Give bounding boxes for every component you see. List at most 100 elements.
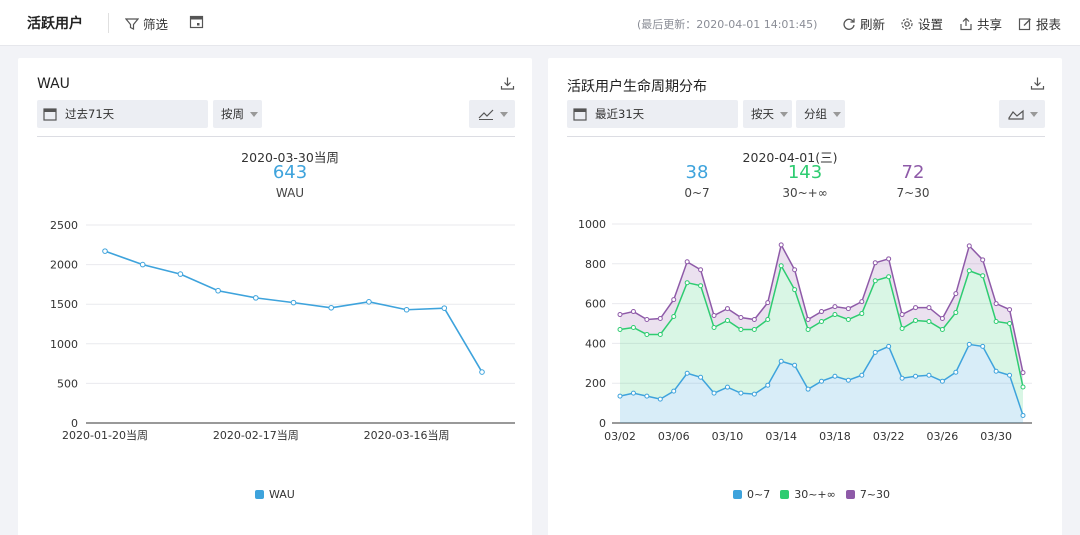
legend-item-wau[interactable]: WAU xyxy=(255,488,295,501)
line-chart-icon xyxy=(478,109,494,120)
legend-label: 0~7 xyxy=(747,488,771,501)
data-point xyxy=(671,314,677,320)
chevron-down-icon xyxy=(833,111,841,117)
data-point xyxy=(926,372,932,378)
data-point xyxy=(724,318,730,324)
legend-swatch xyxy=(780,490,790,499)
refresh-label: 刷新 xyxy=(860,17,886,32)
filter-icon xyxy=(125,17,139,30)
group-label: 分组 xyxy=(804,107,827,121)
data-point xyxy=(899,375,905,381)
legend-swatch xyxy=(733,490,742,499)
data-point xyxy=(617,326,623,332)
download-icon[interactable] xyxy=(500,76,515,91)
filter-label: 筛选 xyxy=(143,17,169,32)
data-point xyxy=(872,260,878,266)
data-point xyxy=(751,317,757,323)
data-point xyxy=(751,326,757,332)
data-point xyxy=(657,396,663,402)
series-area-2 xyxy=(620,244,1023,387)
data-point xyxy=(215,287,221,294)
wau-card: WAU 过去71天 按周 2020-03-30当周 643 WAU 2500 20… xyxy=(18,58,532,535)
x-tick-label: 2020-01-20当周 xyxy=(62,428,148,442)
x-tick-label: 03/14 xyxy=(765,430,797,443)
date-range-picker[interactable]: 过去71天 xyxy=(37,100,208,128)
data-point xyxy=(966,341,972,347)
chart-type-select[interactable] xyxy=(999,100,1045,128)
data-point xyxy=(805,386,811,392)
data-point xyxy=(913,373,919,379)
chevron-down-icon xyxy=(250,111,258,117)
data-point xyxy=(657,316,663,322)
edit-report-icon xyxy=(1018,17,1031,30)
data-point xyxy=(1007,307,1013,313)
data-point xyxy=(290,299,297,306)
refresh-button[interactable]: 刷新 xyxy=(842,14,885,33)
legend-label: 7~30 xyxy=(859,488,891,501)
card-divider xyxy=(37,136,515,137)
highlight-label-0-7: 0~7 xyxy=(684,186,710,200)
x-tick-label: 03/02 xyxy=(604,430,636,443)
data-point xyxy=(671,297,677,303)
top-bar: 活跃用户 筛选 (最后更新：2020-04-01 14:01:45) 刷新 设置… xyxy=(0,0,1080,46)
legend-item-7-30[interactable]: 7~30 xyxy=(845,488,891,501)
granularity-label: 按天 xyxy=(751,107,774,121)
y-tick-label: 600 xyxy=(585,298,606,311)
legend-label: 30~+∞ xyxy=(794,488,836,501)
x-tick-label: 2020-03-16当周 xyxy=(364,428,450,442)
data-point xyxy=(738,390,744,396)
lifecycle-card: 活跃用户生命周期分布 最近31天 按天 分组 2020-04-01(三) 38 … xyxy=(548,58,1062,535)
legend-swatch xyxy=(845,490,855,499)
filter-button[interactable]: 筛选 xyxy=(125,14,168,33)
settings-label: 设置 xyxy=(918,17,944,32)
data-point xyxy=(832,304,838,310)
settings-button[interactable]: 设置 xyxy=(900,14,943,33)
data-point xyxy=(859,299,865,305)
data-point xyxy=(886,343,892,349)
data-point xyxy=(886,274,892,280)
granularity-select[interactable]: 按天 xyxy=(743,100,792,128)
share-label: 共享 xyxy=(977,17,1003,32)
legend-item-0-7[interactable]: 0~7 xyxy=(733,488,770,501)
download-icon[interactable] xyxy=(1030,76,1045,91)
area-chart-icon xyxy=(1008,109,1024,120)
data-point xyxy=(805,326,811,332)
data-point xyxy=(926,305,932,311)
date-range-picker[interactable]: 最近31天 xyxy=(567,100,738,128)
data-point xyxy=(684,259,690,265)
data-point xyxy=(738,326,744,332)
data-point xyxy=(832,312,838,318)
y-tick-label: 0 xyxy=(599,417,606,430)
data-point xyxy=(684,370,690,376)
data-point xyxy=(139,261,146,268)
data-point xyxy=(993,301,999,307)
calendar-button[interactable] xyxy=(189,14,204,29)
data-point xyxy=(792,362,798,368)
data-point xyxy=(630,390,636,396)
y-tick-label: 200 xyxy=(585,377,606,390)
granularity-select[interactable]: 按周 xyxy=(213,100,262,128)
data-point xyxy=(819,378,824,384)
data-point xyxy=(886,256,892,262)
card-divider xyxy=(567,136,1045,137)
data-point xyxy=(630,309,636,315)
chevron-down-icon xyxy=(500,111,508,117)
data-point xyxy=(939,316,945,322)
chart-type-select[interactable] xyxy=(469,100,515,128)
share-button[interactable]: 共享 xyxy=(959,14,1002,33)
highlight-value-7-30: 72 xyxy=(901,162,925,183)
data-point xyxy=(617,312,623,318)
group-select[interactable]: 分组 xyxy=(796,100,845,128)
data-point xyxy=(765,300,771,306)
y-tick-label: 1000 xyxy=(578,218,606,231)
report-button[interactable]: 报表 xyxy=(1018,14,1061,33)
data-point xyxy=(899,312,905,318)
legend-item-30-inf[interactable]: 30~+∞ xyxy=(780,488,836,501)
data-point xyxy=(845,306,851,312)
data-point xyxy=(765,382,771,388)
data-point xyxy=(859,311,865,317)
x-tick-label: 03/26 xyxy=(927,430,959,443)
y-tick-label: 2000 xyxy=(50,259,78,272)
data-point xyxy=(939,378,945,384)
data-point xyxy=(657,331,663,337)
